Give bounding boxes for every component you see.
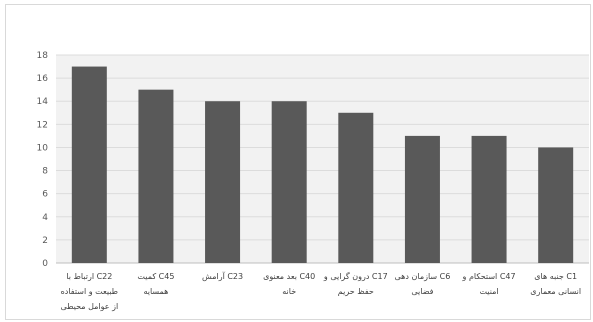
y-axis-ticks: 0 2 4 6 8 10 12 14 16 18 bbox=[37, 51, 49, 269]
x-tick-label-line: همسایه bbox=[143, 287, 168, 296]
y-tick-label: 4 bbox=[42, 213, 48, 223]
chart-frame: 0 2 4 6 8 10 12 14 16 18 C22 ارتباط با طبیعت و است… bbox=[5, 4, 591, 320]
y-tick-label: 0 bbox=[42, 259, 48, 269]
bar-chart: 0 2 4 6 8 10 12 14 16 18 C22 ارتباط با طبیعت و است… bbox=[37, 51, 589, 311]
x-tick-label-line: C1 جنبه های bbox=[534, 272, 577, 281]
bar bbox=[271, 101, 307, 263]
x-tick-label: C1 جنبه های انسانی معماری bbox=[530, 272, 581, 296]
y-tick-label: 14 bbox=[37, 97, 49, 107]
y-tick-label: 2 bbox=[42, 236, 48, 246]
x-axis-ticks: C22 ارتباط با طبیعت و استفاده از عوامل محی… bbox=[60, 271, 581, 311]
y-tick-label: 18 bbox=[37, 51, 49, 61]
y-tick-label: 10 bbox=[37, 143, 49, 153]
x-tick-label: C23 آرامش bbox=[202, 271, 243, 281]
bar bbox=[205, 101, 241, 263]
x-tick-label-line: C22 ارتباط با bbox=[66, 272, 112, 281]
y-tick-label: 6 bbox=[42, 190, 48, 200]
bar bbox=[71, 66, 107, 263]
x-tick-label: C40 بعد معنوی خانه bbox=[263, 272, 315, 296]
y-tick-label: 16 bbox=[37, 74, 49, 84]
x-tick-label-line: طبیعت و استفاده bbox=[61, 287, 118, 296]
x-tick-label-line: امنیت bbox=[479, 287, 498, 296]
bar bbox=[471, 135, 507, 263]
x-tick-label-line: C17 درون گرایی و bbox=[323, 271, 388, 281]
bar bbox=[404, 135, 440, 263]
x-tick-label-line: C23 آرامش bbox=[202, 271, 243, 281]
x-tick-label: C6 سازمان دهی فضایی bbox=[395, 272, 451, 296]
y-tick-label: 12 bbox=[37, 120, 48, 130]
x-tick-label-line: C47 استحکام و bbox=[462, 272, 516, 281]
x-tick-label-line: C6 سازمان دهی bbox=[395, 272, 451, 281]
y-tick-label: 8 bbox=[42, 167, 48, 177]
bar bbox=[538, 147, 574, 263]
x-tick-label-line: انسانی معماری bbox=[530, 287, 581, 296]
x-tick-label-line: C45 کمیت bbox=[137, 272, 174, 281]
x-tick-label-line: از عوامل محیطی bbox=[60, 302, 118, 311]
x-tick-label: C22 ارتباط با طبیعت و استفاده از عوامل محی… bbox=[60, 272, 118, 311]
x-tick-label: C17 درون گرایی و حفظ حریم bbox=[323, 271, 388, 296]
x-tick-label-line: خانه bbox=[282, 287, 296, 296]
bar bbox=[138, 89, 174, 264]
x-tick-label: C47 استحکام و امنیت bbox=[462, 272, 516, 296]
x-tick-label-line: C40 بعد معنوی bbox=[263, 272, 315, 281]
bars bbox=[71, 66, 574, 264]
bar bbox=[338, 112, 374, 264]
x-tick-label-line: حفظ حریم bbox=[338, 287, 374, 296]
x-tick-label-line: فضایی bbox=[411, 287, 433, 296]
x-tick-label: C45 کمیت همسایه bbox=[137, 272, 174, 296]
plot-area bbox=[56, 55, 589, 263]
